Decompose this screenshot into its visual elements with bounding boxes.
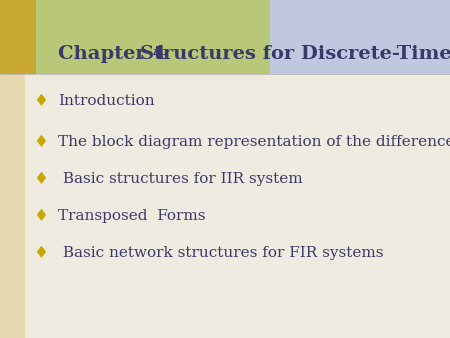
Text: Transposed  Forms: Transposed Forms xyxy=(58,209,206,223)
Text: ♦: ♦ xyxy=(33,92,48,111)
Text: ♦: ♦ xyxy=(33,244,48,263)
Text: ♦: ♦ xyxy=(33,207,48,225)
Text: Basic structures for IIR system: Basic structures for IIR system xyxy=(58,172,303,186)
FancyBboxPatch shape xyxy=(0,0,36,74)
Text: Basic network structures for FIR systems: Basic network structures for FIR systems xyxy=(58,246,384,261)
Text: The block diagram representation of the difference equation: The block diagram representation of the … xyxy=(58,135,450,149)
Text: Chapter 4: Chapter 4 xyxy=(58,45,166,63)
FancyBboxPatch shape xyxy=(36,0,270,74)
Text: ♦: ♦ xyxy=(33,170,48,188)
Text: Introduction: Introduction xyxy=(58,94,155,108)
FancyBboxPatch shape xyxy=(270,0,450,74)
FancyBboxPatch shape xyxy=(0,74,25,338)
Text: Structures for Discrete-Time System: Structures for Discrete-Time System xyxy=(140,45,450,63)
Text: ♦: ♦ xyxy=(33,133,48,151)
